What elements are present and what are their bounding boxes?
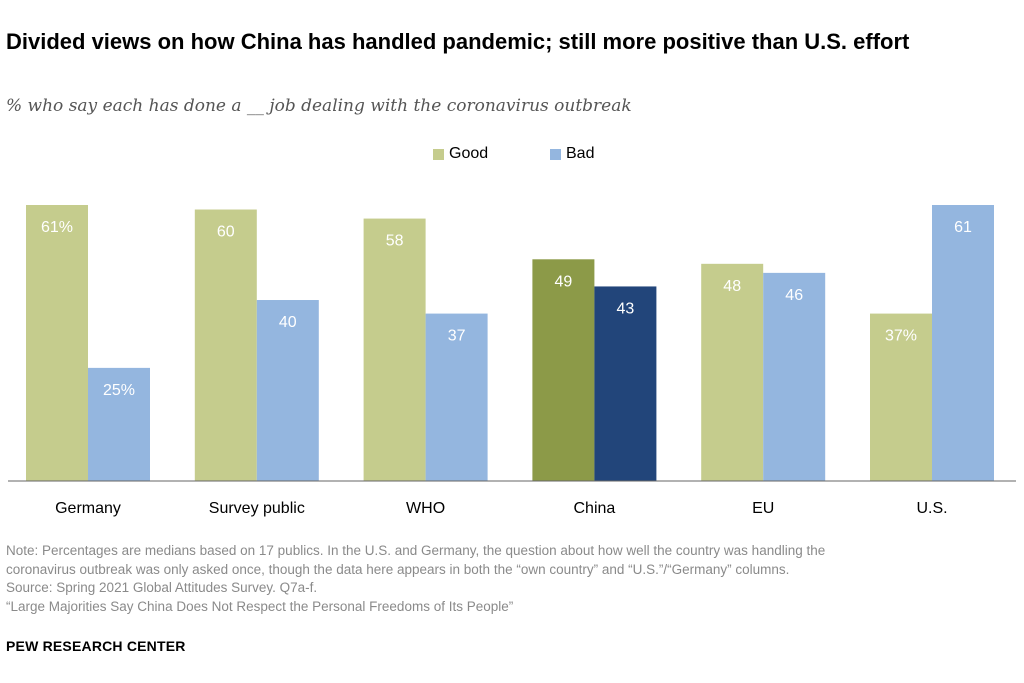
data-label-good-survey-public: 60	[217, 224, 235, 241]
data-label-bad-eu: 46	[785, 287, 803, 304]
bar-good-china	[532, 259, 595, 481]
category-label-who: WHO	[406, 500, 445, 517]
bar-chart: 61% 25% Germany 60 40 Survey public 58 37 WHO 49 4…	[8, 205, 1016, 517]
bar-good-germany	[26, 205, 88, 481]
bar-good-survey-public	[194, 209, 257, 481]
category-label-survey-public: Survey public	[209, 500, 305, 517]
note-line: coronavirus outbreak was only asked once…	[6, 561, 790, 577]
legend-label-good: Good	[449, 145, 489, 162]
legend-swatch-good	[433, 148, 444, 160]
legend-item-bad: Bad	[550, 145, 594, 163]
data-label-good-germany: 61%	[41, 219, 73, 236]
data-label-bad-germany: 25%	[103, 382, 135, 399]
legend: Good Bad	[0, 145, 1024, 165]
chart-title: Divided views on how China has handled p…	[6, 29, 910, 54]
bar-good-eu	[701, 263, 764, 481]
bar-bad-who	[425, 313, 488, 481]
note-line: Note: Percentages are medians based on 1…	[6, 543, 826, 558]
brand-name: PEW RESEARCH CENTER	[6, 638, 186, 654]
data-label-bad-china: 43	[617, 300, 635, 317]
data-label-good-u-s: 37%	[885, 328, 917, 345]
category-label-u-s: U.S.	[916, 500, 947, 517]
bar-bad-eu	[763, 272, 826, 481]
category-label-eu: EU	[752, 500, 774, 517]
bar-good-who	[363, 218, 426, 481]
data-label-bad-who: 37	[448, 328, 466, 345]
category-label-china: China	[573, 500, 615, 517]
category-label-germany: Germany	[55, 500, 121, 517]
bar-bad-germany	[88, 367, 150, 481]
data-label-good-eu: 48	[723, 278, 741, 295]
bar-bad-china	[594, 286, 657, 481]
chart-subtitle: % who say each has done a __ job dealing…	[6, 96, 632, 116]
data-label-bad-survey-public: 40	[279, 314, 297, 331]
data-label-good-who: 58	[386, 233, 404, 250]
legend-item-good: Good	[433, 145, 488, 163]
chart-notes: Note: Percentages are medians based on 1…	[6, 542, 825, 616]
data-label-good-china: 49	[555, 273, 573, 290]
source-line: Source: Spring 2021 Global Attitudes Sur…	[6, 580, 318, 595]
bar-good-u-s	[870, 313, 932, 481]
report-title-line: “Large Majorities Say China Does Not Res…	[6, 598, 514, 614]
bar-bad-u-s	[932, 205, 994, 481]
data-label-bad-u-s: 61	[954, 219, 972, 236]
legend-label-bad: Bad	[566, 145, 595, 162]
bar-bad-survey-public	[256, 300, 319, 481]
legend-swatch-bad	[550, 148, 561, 160]
